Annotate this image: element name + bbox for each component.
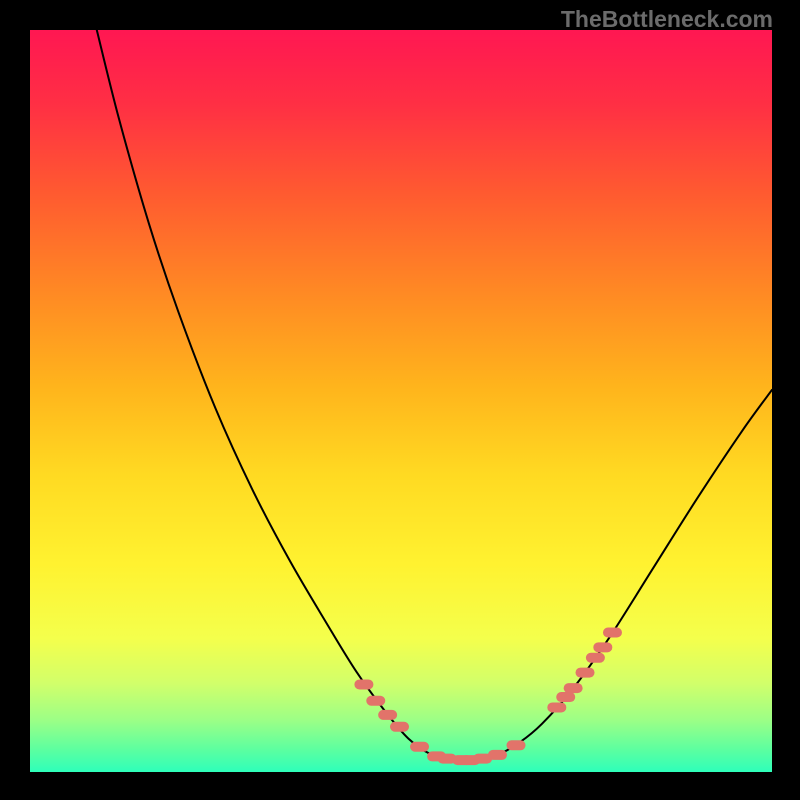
curve-marker (547, 702, 566, 712)
curve-marker (556, 692, 575, 702)
curve-layer (30, 30, 772, 772)
curve-marker (586, 653, 605, 663)
curve-marker (410, 742, 429, 752)
curve-marker (390, 722, 409, 732)
curve-marker (576, 668, 595, 678)
curve-marker (603, 628, 622, 638)
curve-marker (564, 683, 583, 693)
curve-marker (354, 679, 373, 689)
plot-area (30, 30, 772, 772)
bottleneck-curve (97, 30, 772, 761)
curve-marker (378, 710, 397, 720)
curve-marker (593, 642, 612, 652)
curve-marker (507, 740, 526, 750)
curve-marker (366, 696, 385, 706)
chart-frame (30, 30, 772, 772)
watermark-text: TheBottleneck.com (561, 6, 773, 33)
curve-marker (488, 750, 507, 760)
